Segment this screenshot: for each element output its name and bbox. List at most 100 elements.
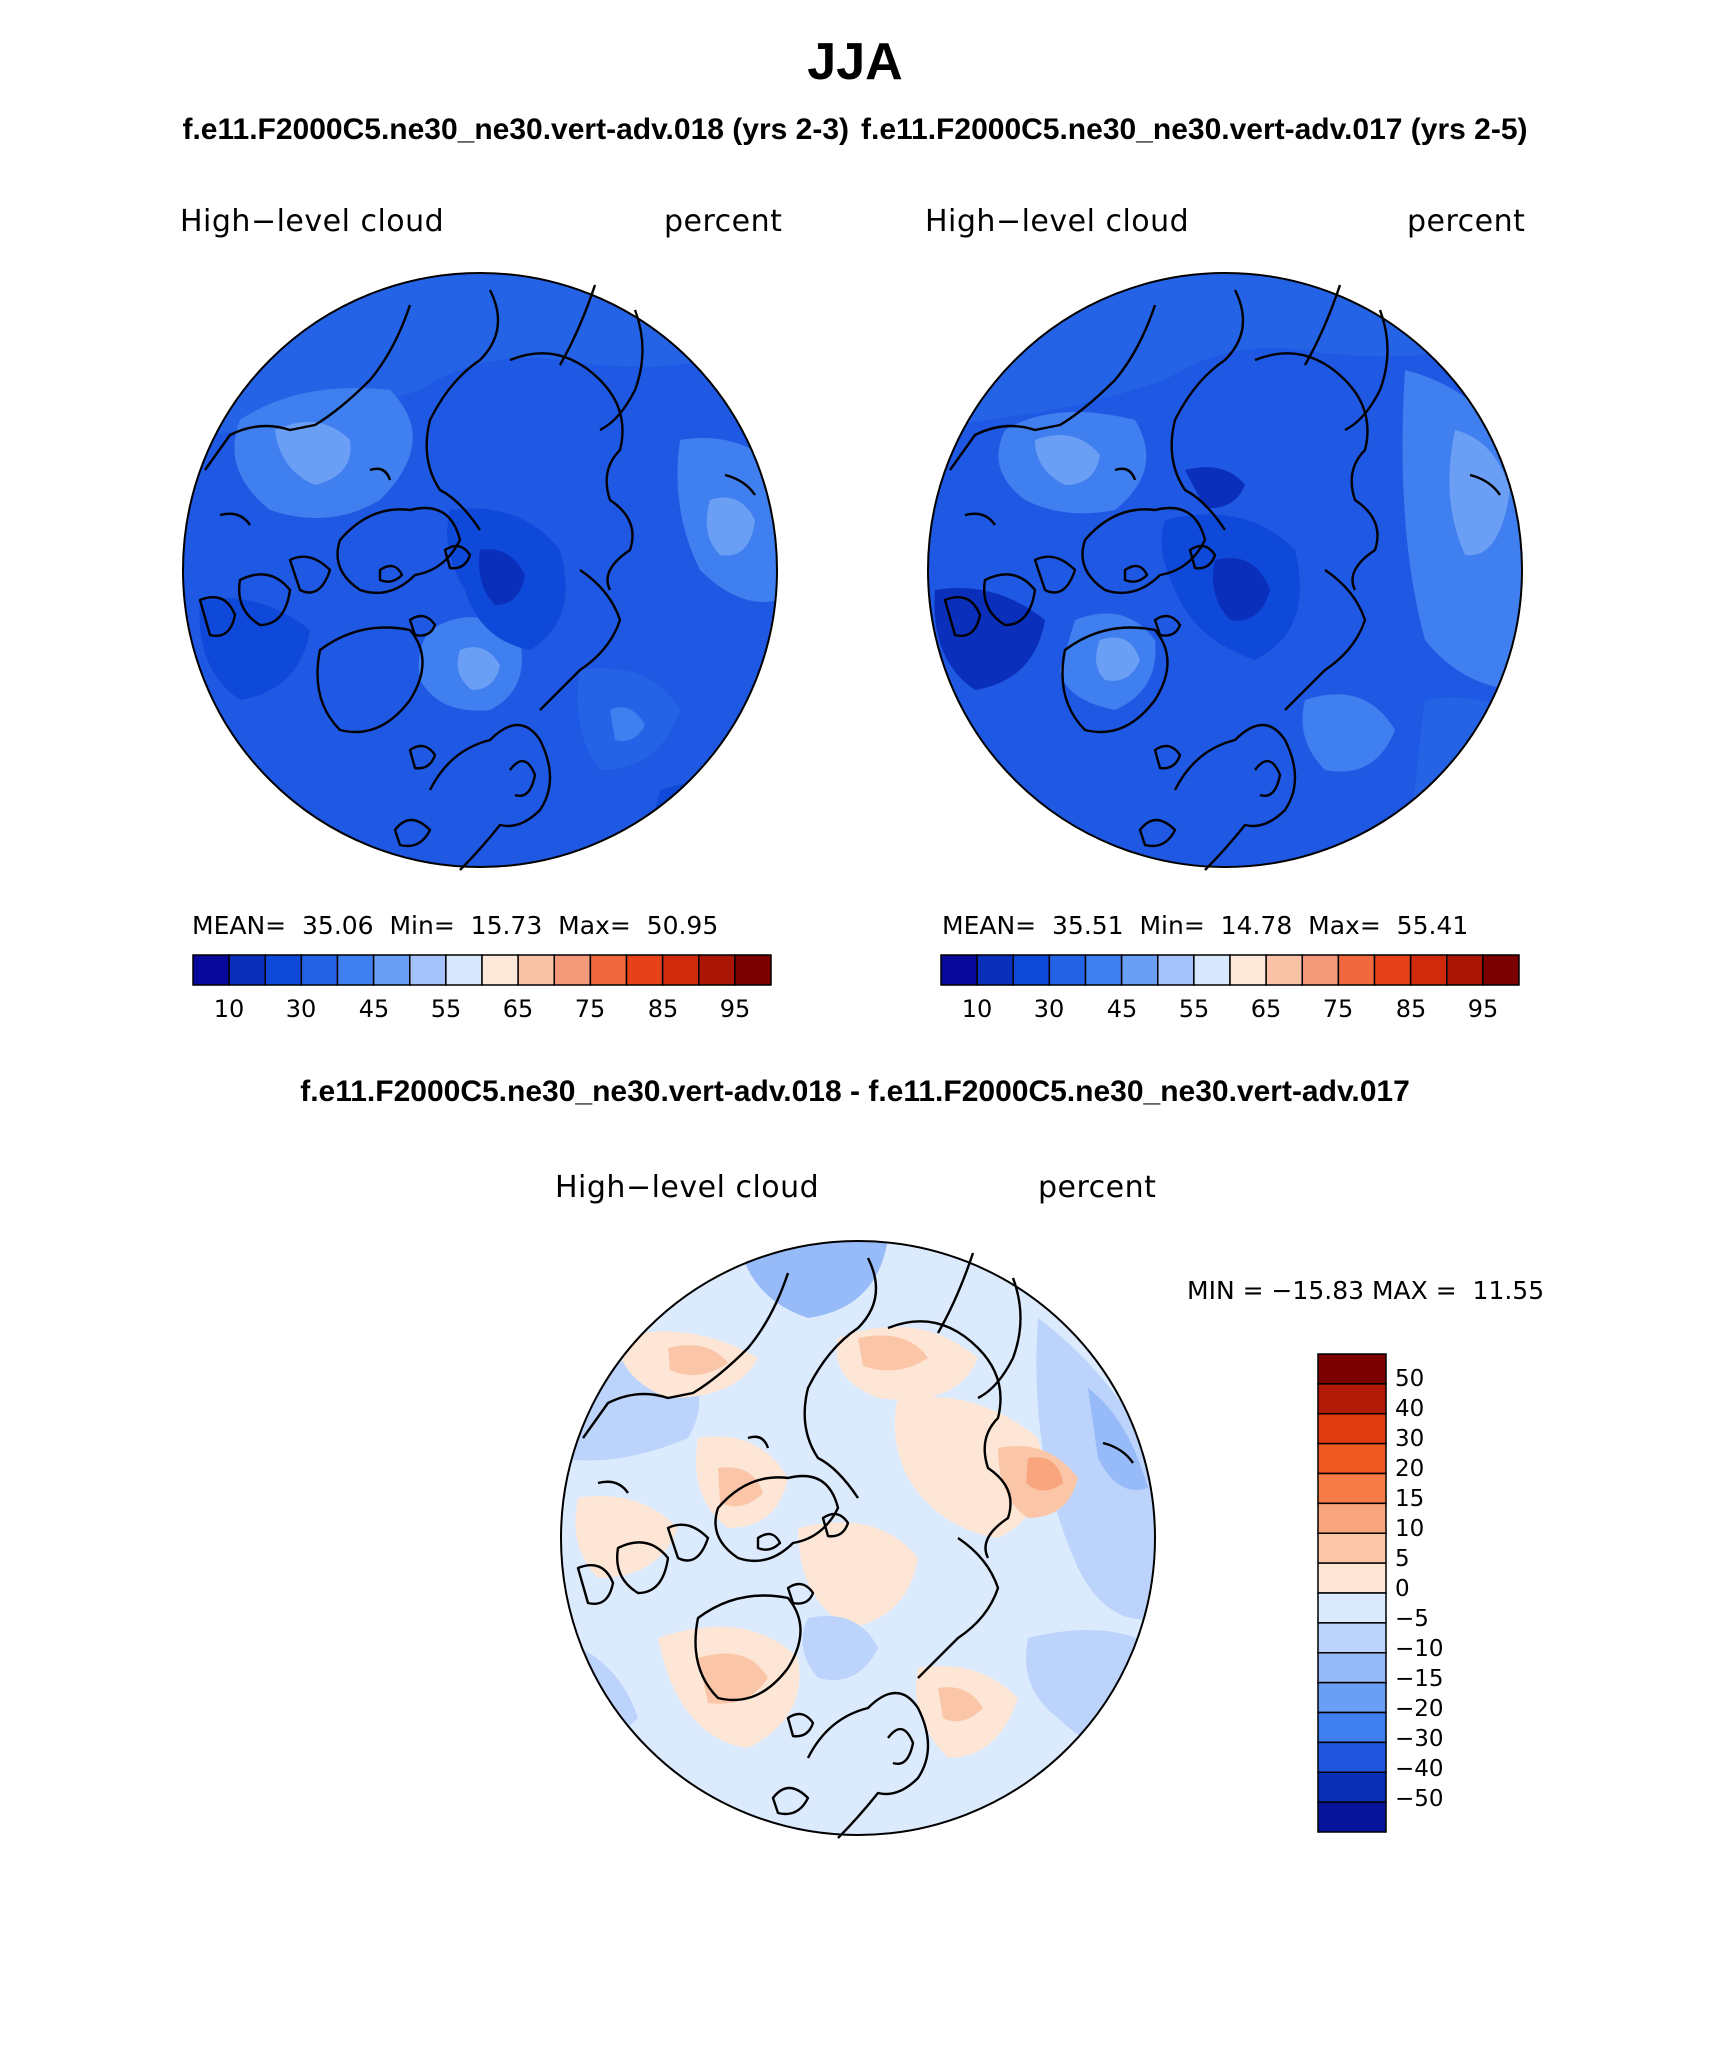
colorbar-diff-tick: 0 <box>1395 1576 1410 1602</box>
colorbar-a-tick: 10 <box>213 995 245 1023</box>
colorbar-b-tick: 30 <box>1033 995 1065 1023</box>
colorbar-swatch <box>1337 954 1376 986</box>
colorbar-swatch <box>976 954 1014 986</box>
colorbar-swatch <box>300 954 339 986</box>
colorbar-b <box>940 954 1520 986</box>
colorbar-b-tick: 55 <box>1178 995 1210 1023</box>
colorbar-diff-swatch <box>1317 1472 1387 1505</box>
colorbar-swatch <box>372 954 411 986</box>
globe-outline-a <box>182 272 778 868</box>
diff-units: percent <box>1038 1170 1157 1205</box>
diff-title: f.e11.F2000C5.ne30_ne30.vert-adv.018 - f… <box>300 1075 1410 1108</box>
colorbar-diff-tick: 5 <box>1395 1546 1410 1572</box>
diff-variable: High−level cloud <box>555 1170 820 1205</box>
colorbar-diff-swatch <box>1317 1741 1387 1773</box>
colorbar-diff-swatch <box>1317 1502 1387 1534</box>
colorbar-swatch <box>1229 954 1267 986</box>
colorbar-diff-swatch <box>1317 1442 1387 1475</box>
colorbar-diff-swatch <box>1317 1592 1387 1624</box>
cloud-field-b <box>928 273 1522 867</box>
colorbar-swatch <box>1157 954 1195 986</box>
colorbar-swatch <box>517 954 555 986</box>
panel-b-units: percent <box>1407 204 1526 239</box>
colorbar-swatch <box>409 954 447 986</box>
colorbar-swatch <box>481 954 519 986</box>
colorbar-swatch <box>228 954 266 986</box>
colorbar-diff-tick: 40 <box>1395 1396 1425 1422</box>
colorbar-swatch <box>553 954 592 986</box>
colorbar-diff-ticks: 50 40 30 20 15 10 5 0 −5 −10 −15 −20 −30… <box>1395 1353 1475 1833</box>
colorbar-swatch <box>1120 954 1159 986</box>
colorbar-diff-swatch <box>1317 1532 1387 1564</box>
colorbar-a-tick: 65 <box>502 995 534 1023</box>
colorbar-diff-swatch <box>1317 1801 1387 1833</box>
colorbar-swatch <box>625 954 664 986</box>
colorbar-a-swatches <box>192 954 772 986</box>
polar-map-b <box>927 272 1523 871</box>
polar-map-diff <box>560 1240 1156 1839</box>
colorbar-diff-tick: −50 <box>1395 1786 1444 1812</box>
colorbar-a-tick: 45 <box>358 995 390 1023</box>
colorbar-swatch <box>1193 954 1231 986</box>
colorbar-a-tick: 85 <box>647 995 679 1023</box>
polar-map-a <box>182 272 778 871</box>
colorbar-a-tick: 55 <box>430 995 462 1023</box>
colorbar-diff-tick: −40 <box>1395 1756 1444 1782</box>
coastlines-b <box>943 284 1501 871</box>
colorbar-swatch <box>1265 954 1303 986</box>
panel-a-variable: High−level cloud <box>180 204 445 239</box>
colorbar-diff-tick: 20 <box>1395 1456 1425 1482</box>
colorbar-swatch <box>1409 954 1448 986</box>
panel-b-stats: MEAN= 35.51 Min= 14.78 Max= 55.41 <box>942 911 1469 940</box>
panel-b-variable: High−level cloud <box>925 204 1190 239</box>
colorbar-diff-swatch <box>1317 1681 1387 1714</box>
colorbar-swatch <box>336 954 375 986</box>
colorbar-diff-swatch <box>1317 1383 1387 1415</box>
colorbar-swatch <box>734 954 772 986</box>
colorbar-b-tick: 65 <box>1250 995 1282 1023</box>
colorbar-swatch <box>1482 954 1520 986</box>
colorbar-diff-swatch <box>1317 1562 1387 1594</box>
colorbar-diff-swatch <box>1317 1622 1387 1654</box>
colorbar-b-tick: 45 <box>1106 995 1138 1023</box>
colorbar-diff-tick: −30 <box>1395 1726 1444 1752</box>
colorbar-diff-tick: −10 <box>1395 1636 1444 1662</box>
coastlines-a <box>198 284 756 871</box>
diff-stats: MIN = −15.83 MAX = 11.55 <box>1187 1276 1545 1305</box>
colorbar-diff-swatch <box>1317 1353 1387 1385</box>
colorbar-swatch <box>1373 954 1412 986</box>
colorbar-b-tick: 10 <box>961 995 993 1023</box>
colorbar-diff-tick: 30 <box>1395 1426 1425 1452</box>
colorbar-swatch <box>192 954 230 986</box>
globe-outline-b <box>927 272 1523 868</box>
figure-title: JJA <box>807 33 903 91</box>
colorbar-diff-swatch <box>1317 1652 1387 1684</box>
panel-a-stats: MEAN= 35.06 Min= 15.73 Max= 50.95 <box>192 911 719 940</box>
colorbar-b-tick: 75 <box>1322 995 1354 1023</box>
colorbar-diff-swatch <box>1317 1711 1387 1744</box>
colorbar-swatch <box>264 954 303 986</box>
colorbar-swatch <box>1084 954 1123 986</box>
colorbar-diff-tick: −20 <box>1395 1696 1444 1722</box>
colorbar-b-tick: 95 <box>1467 995 1499 1023</box>
colorbar-swatch <box>940 954 978 986</box>
colorbar-swatch <box>1048 954 1087 986</box>
colorbar-a-tick: 75 <box>574 995 606 1023</box>
colorbar-swatch <box>698 954 736 986</box>
colorbar-swatch <box>661 954 700 986</box>
colorbar-diff-tick: −5 <box>1395 1606 1429 1632</box>
colorbar-swatch <box>1446 954 1484 986</box>
colorbar-swatch <box>1012 954 1051 986</box>
colorbar-diff-tick: 10 <box>1395 1516 1425 1542</box>
colorbar-diff <box>1317 1353 1387 1833</box>
colorbar-swatch <box>445 954 483 986</box>
case-a-label: f.e11.F2000C5.ne30_ne30.vert-adv.018 (yr… <box>182 113 849 146</box>
globe-outline-diff <box>560 1240 1156 1836</box>
colorbar-a-tick: 95 <box>719 995 751 1023</box>
case-labels: f.e11.F2000C5.ne30_ne30.vert-adv.018 (yr… <box>0 113 1710 147</box>
colorbar-a <box>192 954 772 986</box>
colorbar-diff-tick: −15 <box>1395 1666 1444 1692</box>
diff-field <box>561 1241 1155 1835</box>
colorbar-diff-swatch <box>1317 1771 1387 1803</box>
panel-a-units: percent <box>664 204 783 239</box>
